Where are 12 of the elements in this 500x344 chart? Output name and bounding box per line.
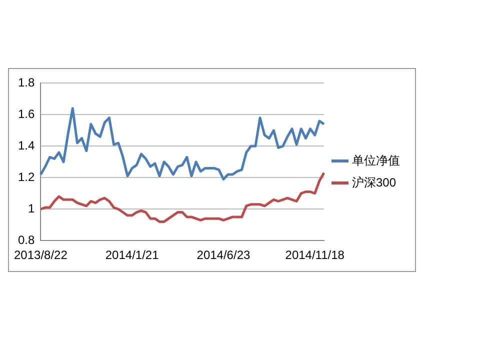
y-tick-label: 1 bbox=[28, 201, 35, 216]
x-tick-label: 2014/1/21 bbox=[105, 248, 160, 262]
x-tick-label: 2014/11/18 bbox=[285, 248, 345, 262]
y-tick-label: 0.8 bbox=[18, 232, 35, 247]
x-tick-label: 2013/8/22 bbox=[14, 248, 68, 262]
legend-label: 沪深300 bbox=[352, 175, 396, 190]
x-tick-label: 2014/6/23 bbox=[196, 248, 250, 262]
y-tick-label: 1.4 bbox=[18, 138, 35, 152]
y-tick-label: 1.6 bbox=[18, 106, 35, 121]
y-tick-label: 1.8 bbox=[18, 76, 35, 90]
legend-label: 单位净值 bbox=[352, 153, 400, 168]
y-tick-label: 1.2 bbox=[18, 170, 35, 184]
